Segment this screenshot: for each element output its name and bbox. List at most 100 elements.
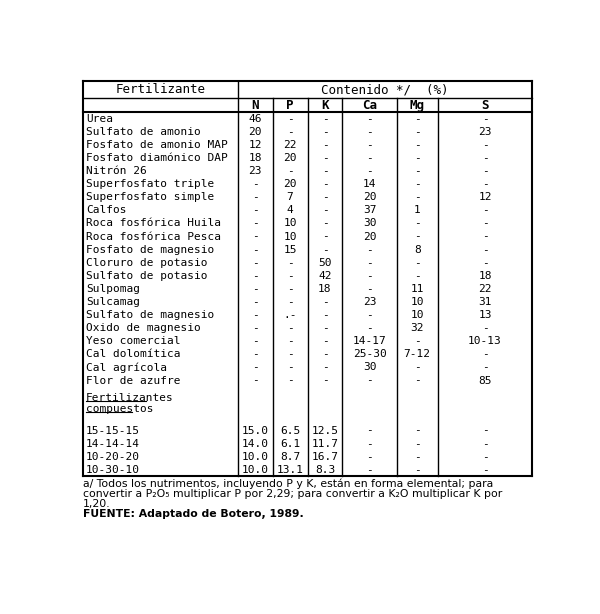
Text: 85: 85 <box>478 376 492 386</box>
Text: -: - <box>322 349 328 359</box>
Text: Cloruro de potasio: Cloruro de potasio <box>86 258 208 268</box>
Text: -: - <box>366 376 373 386</box>
Text: -: - <box>287 323 293 333</box>
Text: 6.5: 6.5 <box>280 426 300 435</box>
Text: 20: 20 <box>363 231 376 241</box>
Text: -: - <box>252 336 259 346</box>
Text: 32: 32 <box>410 323 424 333</box>
Text: 15-15-15: 15-15-15 <box>86 426 140 435</box>
Text: -: - <box>414 179 421 189</box>
Text: -: - <box>366 438 373 449</box>
Text: Fertilizante: Fertilizante <box>115 84 205 96</box>
Text: -: - <box>252 231 259 241</box>
Text: 18: 18 <box>248 153 262 163</box>
Text: -: - <box>414 219 421 228</box>
Text: -: - <box>366 323 373 333</box>
Text: 22: 22 <box>478 284 492 294</box>
Text: -: - <box>414 452 421 462</box>
Text: K: K <box>321 99 329 112</box>
Text: .-: .- <box>283 310 297 320</box>
Text: -: - <box>366 284 373 294</box>
Text: 10: 10 <box>283 219 297 228</box>
Text: 20: 20 <box>283 179 297 189</box>
Text: 20: 20 <box>363 192 376 202</box>
Text: -: - <box>366 426 373 435</box>
Text: -: - <box>366 258 373 268</box>
Text: -: - <box>287 271 293 281</box>
Text: Cal dolomítica: Cal dolomítica <box>86 349 181 359</box>
Text: 20: 20 <box>248 127 262 137</box>
Text: compuestos: compuestos <box>86 403 154 414</box>
Text: 6.1: 6.1 <box>280 438 300 449</box>
Text: -: - <box>252 376 259 386</box>
Text: -: - <box>322 376 328 386</box>
Text: -: - <box>414 192 421 202</box>
Text: -: - <box>322 179 328 189</box>
Text: -: - <box>287 297 293 307</box>
Text: 7: 7 <box>287 192 293 202</box>
Text: -: - <box>414 336 421 346</box>
Text: 13: 13 <box>478 310 492 320</box>
Text: 22: 22 <box>283 140 297 150</box>
Text: 23: 23 <box>478 127 492 137</box>
Text: Sulcamag: Sulcamag <box>86 297 140 307</box>
Text: 10.0: 10.0 <box>242 452 269 462</box>
Text: -: - <box>366 153 373 163</box>
Text: 1: 1 <box>414 205 421 216</box>
Text: 15.0: 15.0 <box>242 426 269 435</box>
Text: 12: 12 <box>478 192 492 202</box>
Text: Fosfato de amonio MAP: Fosfato de amonio MAP <box>86 140 227 150</box>
Text: -: - <box>287 258 293 268</box>
Text: Sulpomag: Sulpomag <box>86 284 140 294</box>
Text: -: - <box>414 114 421 124</box>
Text: 50: 50 <box>318 258 332 268</box>
Text: 14.0: 14.0 <box>242 438 269 449</box>
Text: 25-30: 25-30 <box>353 349 386 359</box>
Text: 14-14-14: 14-14-14 <box>86 438 140 449</box>
Text: 11.7: 11.7 <box>311 438 338 449</box>
Text: -: - <box>414 362 421 373</box>
Text: -: - <box>287 114 293 124</box>
Text: -: - <box>322 362 328 373</box>
Text: 1,20.: 1,20. <box>83 499 110 509</box>
Text: -: - <box>482 179 488 189</box>
Text: -: - <box>252 244 259 255</box>
Text: 8: 8 <box>414 244 421 255</box>
Text: a/ Todos los nutrimentos, incluyendo P y K, están en forma elemental; para: a/ Todos los nutrimentos, incluyendo P y… <box>83 479 493 489</box>
Text: -: - <box>482 114 488 124</box>
Text: -: - <box>322 219 328 228</box>
Text: -: - <box>252 271 259 281</box>
Text: -: - <box>322 323 328 333</box>
Text: 10: 10 <box>410 310 424 320</box>
Text: -: - <box>414 426 421 435</box>
Text: 37: 37 <box>363 205 376 216</box>
Text: 46: 46 <box>248 114 262 124</box>
Text: Fertilizantes: Fertilizantes <box>86 393 173 403</box>
Text: -: - <box>366 244 373 255</box>
Text: 8.7: 8.7 <box>280 452 300 462</box>
Text: 10-13: 10-13 <box>468 336 502 346</box>
Text: Sulfato de potasio: Sulfato de potasio <box>86 271 208 281</box>
Text: -: - <box>287 127 293 137</box>
Text: -: - <box>252 205 259 216</box>
Text: Superfosfato triple: Superfosfato triple <box>86 179 214 189</box>
Text: 18: 18 <box>318 284 332 294</box>
Text: 10.0: 10.0 <box>242 465 269 475</box>
Text: -: - <box>482 140 488 150</box>
Text: -: - <box>482 166 488 176</box>
Text: S: S <box>481 99 489 112</box>
Text: 7-12: 7-12 <box>404 349 431 359</box>
Text: -: - <box>366 310 373 320</box>
Text: 14-17: 14-17 <box>353 336 386 346</box>
Text: -: - <box>322 205 328 216</box>
Text: convertir a P₂O₅ multiplicar P por 2,29; para convertir a K₂O multiplicar K por: convertir a P₂O₅ multiplicar P por 2,29;… <box>83 489 502 499</box>
Text: -: - <box>414 438 421 449</box>
Text: -: - <box>252 297 259 307</box>
Text: P: P <box>286 99 294 112</box>
Text: 16.7: 16.7 <box>311 452 338 462</box>
Text: -: - <box>252 323 259 333</box>
Text: N: N <box>251 99 259 112</box>
Text: -: - <box>366 271 373 281</box>
Text: 31: 31 <box>478 297 492 307</box>
Text: -: - <box>482 244 488 255</box>
